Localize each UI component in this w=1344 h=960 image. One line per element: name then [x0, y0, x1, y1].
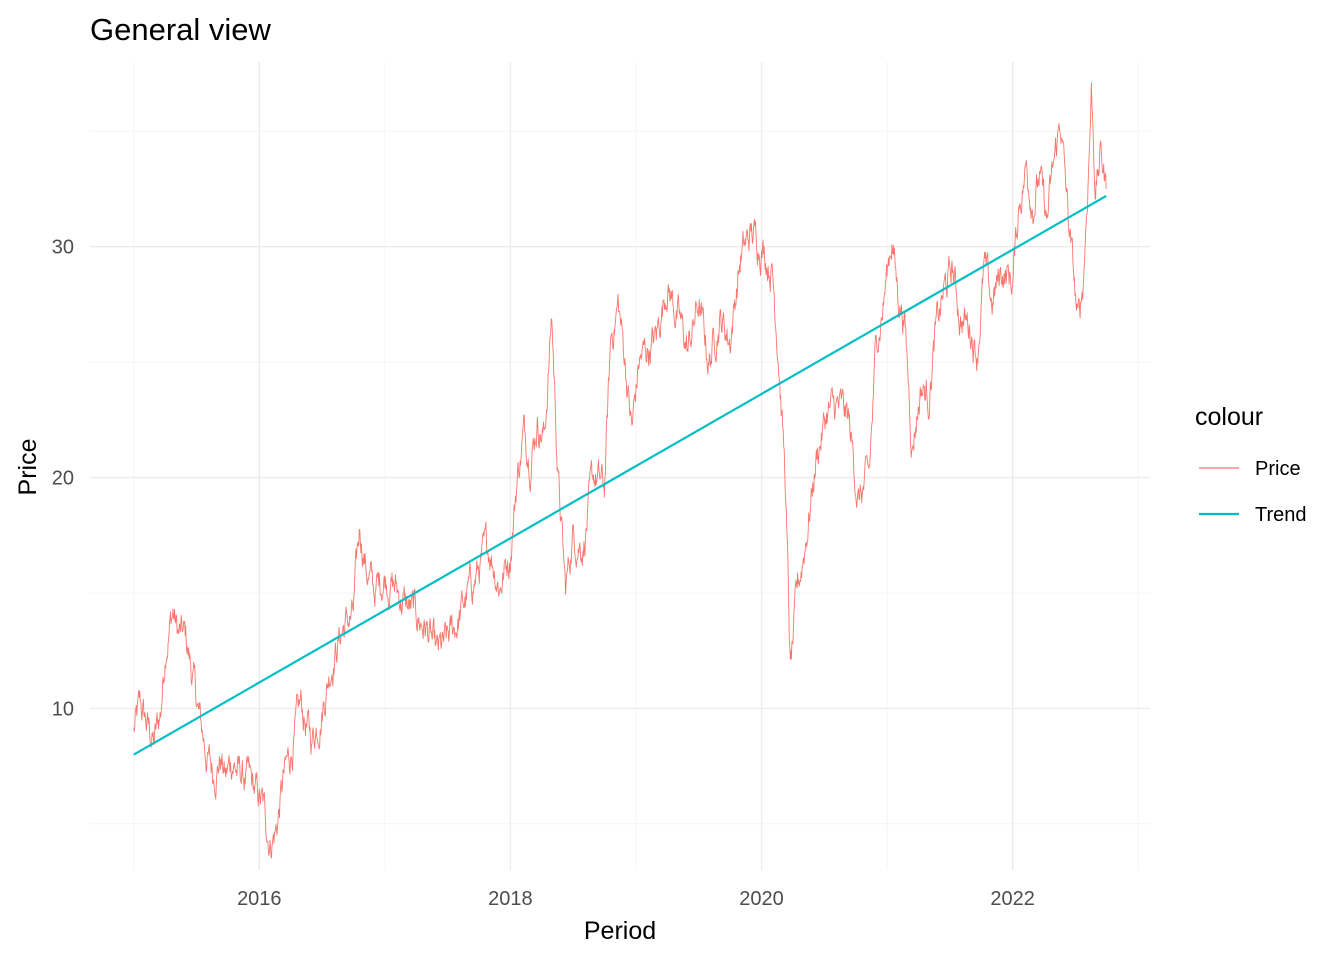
x-axis-title: Period: [584, 917, 656, 945]
y-tick-label: 20: [52, 468, 74, 490]
grid: [90, 62, 1150, 870]
y-tick-label: 30: [52, 237, 74, 259]
legend-title: colour: [1195, 403, 1263, 431]
x-tick-label: 2016: [237, 888, 282, 910]
y-tick-label: 10: [52, 698, 74, 720]
y-axis-title: Price: [14, 439, 42, 496]
chart-title: General view: [90, 12, 272, 47]
x-tick-label: 2022: [990, 888, 1035, 910]
y-axis-ticks: 10 20 30: [52, 237, 74, 721]
series-layer: [133, 82, 1107, 859]
legend-label-trend: Trend: [1255, 504, 1307, 526]
x-tick-label: 2018: [488, 888, 533, 910]
x-axis-ticks: 2016 2018 2020 2022: [237, 888, 1035, 910]
legend-label-price: Price: [1255, 458, 1301, 480]
x-tick-label: 2020: [739, 888, 784, 910]
series-line-price: [133, 82, 1107, 859]
legend: colour Price Trend: [1195, 403, 1307, 526]
series-line-trend: [133, 194, 1107, 756]
